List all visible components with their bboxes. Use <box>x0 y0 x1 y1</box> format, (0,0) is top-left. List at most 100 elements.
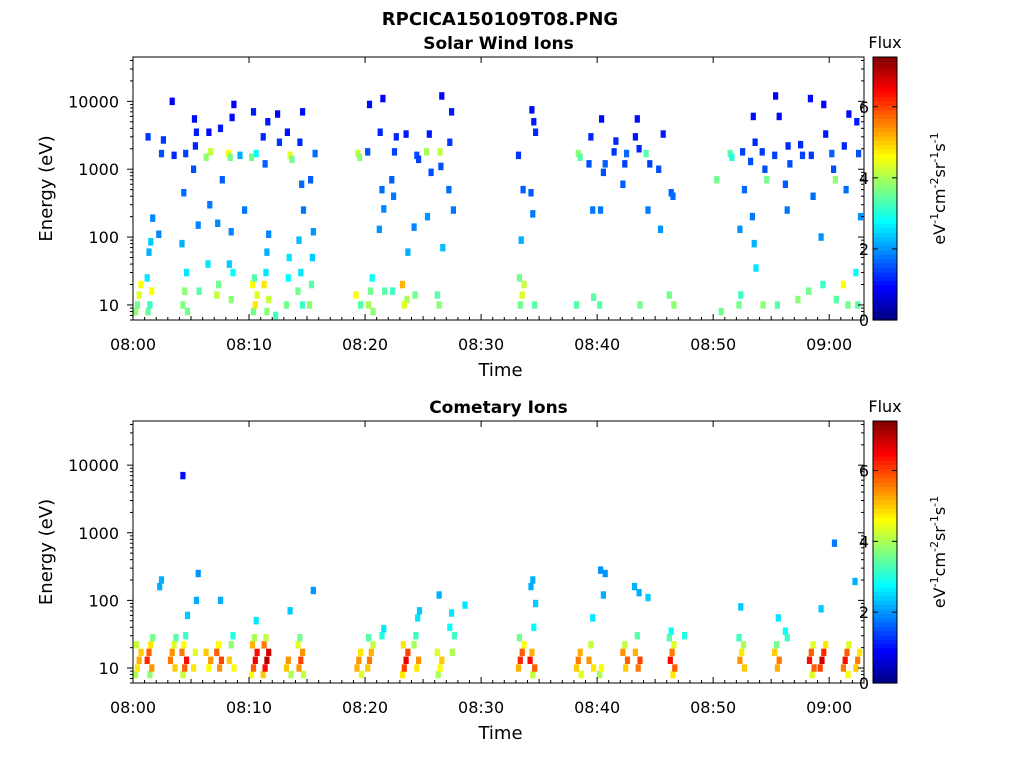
heatmap-cell <box>573 301 580 309</box>
colorbar-segment <box>873 184 897 190</box>
heatmap-cell <box>295 287 301 295</box>
heatmap-cell <box>411 641 417 649</box>
colorbar-tick-label: 2 <box>859 240 869 259</box>
x-tick-label: 08:30 <box>458 698 504 717</box>
plot-area <box>133 57 864 320</box>
colorbar-segment <box>873 267 897 273</box>
heatmap-cell <box>275 110 281 118</box>
heatmap-cell <box>846 110 852 118</box>
heatmap-cell <box>145 307 151 316</box>
heatmap-cell <box>586 656 592 664</box>
colorbar-segment <box>873 534 897 540</box>
heatmap-cell <box>533 128 539 136</box>
colorbar-segment <box>873 245 897 251</box>
heatmap-cell <box>682 632 688 640</box>
colorbar-segment <box>873 591 897 597</box>
heatmap-cell <box>193 128 199 136</box>
heatmap-cell <box>426 130 432 138</box>
heatmap-cell <box>184 307 191 316</box>
heatmap-cell <box>831 165 837 173</box>
colorbar-segment <box>873 477 897 483</box>
colorbar-segment <box>873 74 897 80</box>
heatmap-cell <box>817 664 823 672</box>
heatmap-cell <box>195 569 201 578</box>
heatmap-cell <box>354 664 360 672</box>
heatmap-cell <box>182 287 188 295</box>
heatmap-cell <box>762 165 768 173</box>
heatmap-cell <box>412 291 418 299</box>
heatmap-cell <box>171 641 177 649</box>
colorbar-segment <box>873 280 897 286</box>
heatmap-cell <box>447 623 453 631</box>
heatmap-cell <box>242 206 248 214</box>
heatmap-cell <box>590 614 596 622</box>
colorbar-segment <box>873 170 897 176</box>
heatmap-cell <box>656 165 662 173</box>
colorbar-segment <box>873 87 897 93</box>
heatmap-cell <box>172 664 178 672</box>
heatmap-cell <box>207 201 213 209</box>
heatmap-cell <box>740 641 747 649</box>
heatmap-cell <box>530 210 536 218</box>
heatmap-cell <box>148 238 154 246</box>
heatmap-cell <box>841 142 847 150</box>
colorbar-segment <box>873 96 897 102</box>
colorbar-segment <box>873 656 897 662</box>
heatmap-cell <box>439 656 445 664</box>
heatmap-cell <box>390 287 396 295</box>
heatmap-cell <box>530 576 536 584</box>
colorbar-segment <box>873 276 897 282</box>
colorbar-segment <box>873 473 897 479</box>
colorbar-segment <box>873 162 897 168</box>
colorbar-segment <box>873 210 897 216</box>
heatmap-cell <box>741 664 747 672</box>
heatmap-cell <box>389 176 395 184</box>
heatmap-cell <box>857 212 864 221</box>
colorbar-segment <box>873 135 897 141</box>
heatmap-cell <box>215 219 221 227</box>
heatmap-cell <box>532 301 538 309</box>
heatmap-cell <box>750 112 756 121</box>
heatmap-cell <box>250 108 257 116</box>
heatmap-cell <box>208 148 214 156</box>
heatmap-cell <box>289 155 295 164</box>
colorbar-segment <box>873 214 897 220</box>
heatmap-cell <box>369 274 375 282</box>
colorbar-segment <box>873 442 897 448</box>
colorbar-segment <box>873 652 897 658</box>
heatmap-cell <box>855 656 861 664</box>
heatmap-cell <box>632 648 638 657</box>
heatmap-cell <box>287 607 293 615</box>
heatmap-cell <box>147 301 153 309</box>
heatmap-cell <box>297 138 303 146</box>
heatmap-cell <box>446 185 452 194</box>
heatmap-cell <box>660 130 666 138</box>
heatmap-cell <box>379 632 385 640</box>
heatmap-cell <box>150 634 156 642</box>
heatmap-cell <box>181 641 187 649</box>
heatmap-cell <box>600 591 606 599</box>
heatmap-cell <box>405 648 411 657</box>
heatmap-cell <box>810 192 816 200</box>
heatmap-cell <box>405 248 411 256</box>
heatmap-cell <box>160 136 166 144</box>
heatmap-cell <box>380 94 386 103</box>
colorbar-segment <box>873 429 897 435</box>
heatmap-cell <box>228 295 234 304</box>
heatmap-cell <box>149 664 155 672</box>
heatmap-cell <box>634 115 640 123</box>
colorbar-segment <box>873 201 897 207</box>
colorbar-segment <box>873 78 897 84</box>
heatmap-cell <box>285 656 291 664</box>
colorbar-segment <box>873 166 897 172</box>
heatmap-cell <box>795 295 801 304</box>
colorbar-segment <box>873 621 897 627</box>
heatmap-cell <box>575 656 581 664</box>
heatmap-cell <box>736 301 742 309</box>
colorbar-segment <box>873 464 897 470</box>
heatmap-cell <box>312 149 318 158</box>
heatmap-cell <box>226 656 232 664</box>
heatmap-cell <box>299 180 305 188</box>
heatmap-cell <box>264 656 270 664</box>
